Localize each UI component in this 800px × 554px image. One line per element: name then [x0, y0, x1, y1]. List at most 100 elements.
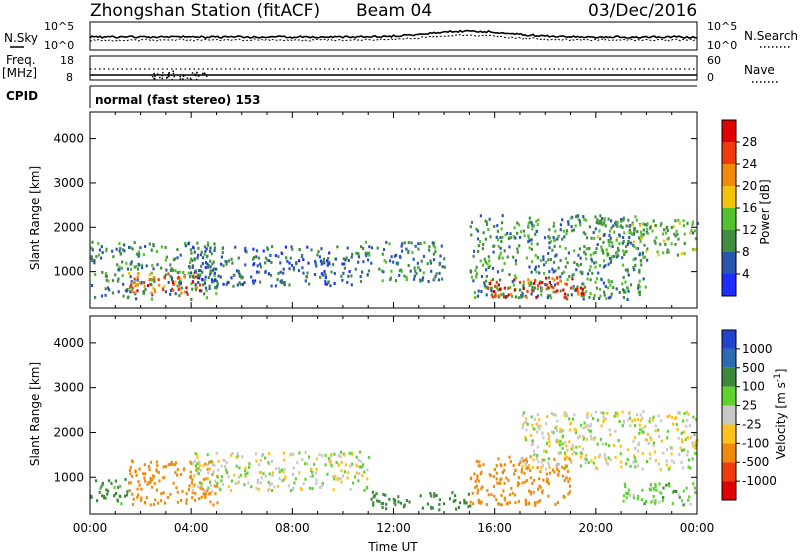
power-cell: [340, 274, 343, 278]
power-cell: [326, 262, 329, 266]
velocity-cell: [487, 493, 490, 497]
time-tick-labels: 00:00 04:00 08:00 12:00 16:00 20:00 00:00: [73, 521, 715, 535]
velocity-cell: [144, 501, 147, 505]
power-cell: [621, 241, 624, 245]
velocity-cell: [649, 483, 652, 487]
velocity-cell: [340, 480, 343, 484]
velocity-cell: [512, 463, 515, 467]
power-cell: [283, 283, 286, 287]
power-cell: [629, 283, 633, 287]
velocity-cell: [624, 485, 627, 489]
power-cell: [145, 264, 148, 268]
velocity-cell: [681, 440, 684, 444]
power-cell: [565, 282, 568, 286]
velocity-cell: [687, 465, 690, 469]
velocity-cell: [652, 494, 655, 498]
velocity-cell: [585, 457, 588, 461]
velocity-cell: [677, 493, 680, 497]
velocity-cbar-label: Velocity [m s-1]: [773, 369, 788, 460]
power-cell: [598, 219, 601, 223]
velocity-cell: [337, 454, 340, 458]
power-cell: [370, 246, 373, 250]
power-cell: [632, 232, 635, 236]
power-cbar-swatch: [722, 186, 736, 208]
velocity-cell: [200, 481, 203, 485]
velocity-cell: [534, 503, 537, 507]
power-cell: [624, 290, 627, 294]
velocity-cell: [438, 503, 441, 506]
velocity-cell: [632, 439, 635, 443]
power-cell: [492, 290, 495, 293]
power-cell: [411, 251, 414, 254]
power-cell: [581, 271, 584, 275]
velocity-cell: [520, 467, 524, 471]
power-cell: [264, 270, 267, 273]
power-cell: [333, 272, 336, 275]
power-cell: [210, 278, 214, 282]
velocity-cell: [158, 479, 161, 483]
velocity-cell: [195, 466, 198, 470]
velocity-cell: [618, 419, 621, 423]
power-cell: [432, 243, 435, 247]
velocity-cell: [315, 471, 318, 475]
velocity-cell: [302, 482, 305, 486]
power-cell: [422, 254, 426, 258]
power-cell: [281, 281, 284, 285]
power-cell: [535, 219, 538, 223]
power-cell: [667, 236, 670, 240]
nave-dip-point: [197, 75, 200, 77]
power-cell: [691, 220, 694, 224]
velocity-cell: [666, 436, 669, 440]
power-cell: [618, 291, 621, 294]
velocity-cell: [566, 456, 569, 459]
power-cell: [516, 250, 519, 254]
velocity-cell: [180, 473, 183, 476]
power-cell: [548, 246, 551, 250]
velocity-cell: [340, 460, 343, 464]
velocity-cell: [495, 464, 498, 468]
velocity-cell: [570, 421, 573, 425]
power-cell: [503, 249, 506, 253]
nave-dip-point: [182, 75, 185, 77]
velocity-cell: [658, 482, 661, 486]
velocity-cell: [559, 427, 562, 431]
power-cell: [627, 289, 630, 293]
power-cell: [634, 215, 637, 219]
velocity-cell: [645, 500, 648, 503]
power-cell: [640, 263, 643, 267]
power-cell: [392, 260, 395, 264]
velocity-cell: [311, 474, 314, 478]
power-cbar-swatch: [722, 120, 736, 142]
power-cell: [639, 223, 642, 227]
power-cell: [423, 241, 426, 245]
power-cell: [484, 285, 487, 289]
power-cell: [521, 291, 524, 295]
velocity-cell: [227, 485, 230, 489]
power-cell: [259, 265, 263, 269]
nave-dip-point: [172, 70, 174, 72]
power-cell: [596, 243, 599, 247]
power-cell: [476, 237, 480, 241]
nave-dip-point: [189, 77, 192, 80]
power-cell: [547, 286, 550, 290]
power-cell: [570, 225, 573, 229]
velocity-cell: [634, 465, 637, 469]
velocity-cell: [206, 477, 209, 481]
power-cell: [646, 227, 649, 231]
velocity-cbar-swatch: [722, 481, 736, 500]
power-cell: [682, 224, 685, 228]
power-cell: [620, 218, 623, 221]
velocity-cell: [584, 457, 587, 461]
velocity-cell: [566, 448, 569, 452]
power-cell: [327, 281, 330, 285]
velocity-cell: [244, 475, 247, 479]
velocity-cell: [526, 479, 529, 482]
velocity-cell: [174, 461, 178, 465]
velocity-cell: [137, 480, 140, 484]
velocity-cell: [173, 463, 176, 467]
velocity-cell: [381, 506, 384, 509]
power-cell: [108, 288, 111, 292]
velocity-cell: [665, 448, 669, 451]
velocity-cell: [192, 461, 195, 465]
power-cell: [237, 256, 240, 260]
